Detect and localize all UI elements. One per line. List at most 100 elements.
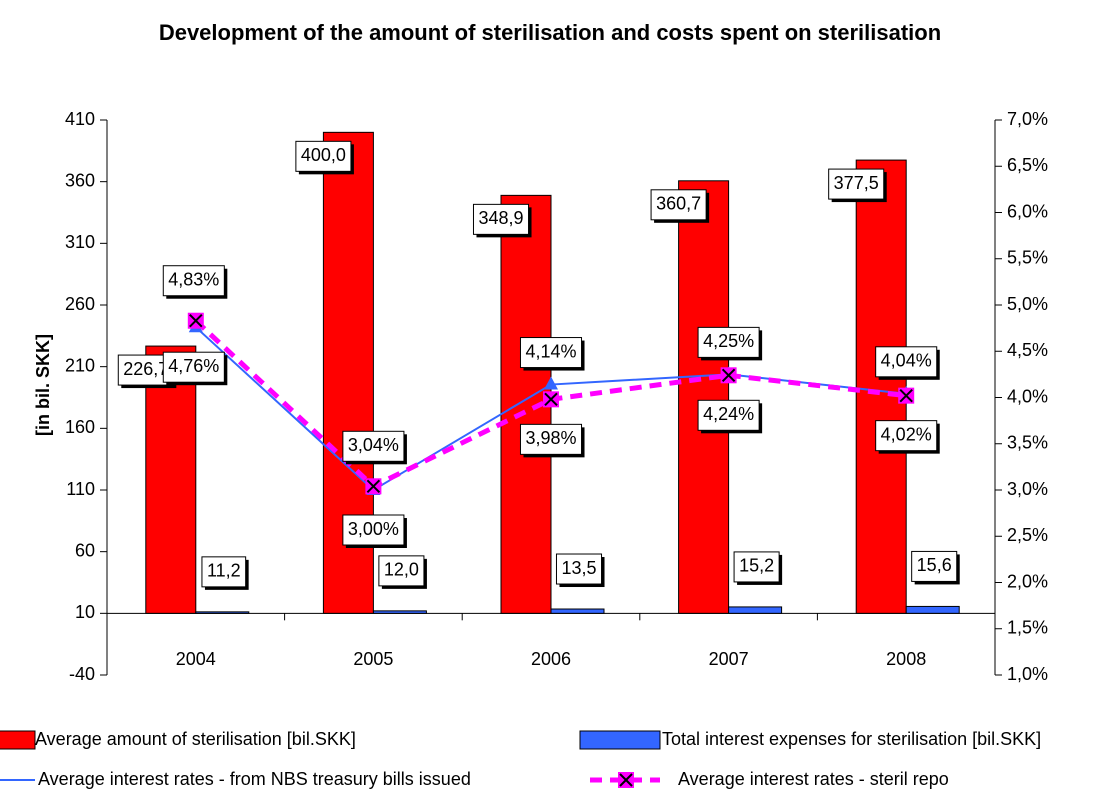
data-label: 15,6 (917, 555, 952, 575)
data-label-box: 4,24% (697, 399, 763, 434)
data-label: 4,24% (703, 404, 754, 424)
label-box (555, 553, 603, 585)
data-label-box: 4,04% (875, 346, 940, 380)
y-tick-label: 360 (65, 170, 95, 190)
bar (728, 606, 783, 614)
y2-tick-label: 4,5% (1007, 340, 1048, 360)
legend-label: Average amount of sterilisation [bil.SKK… (35, 729, 356, 749)
data-label: 15,2 (739, 556, 774, 576)
data-label: 4,02% (881, 424, 932, 444)
marker-x (366, 479, 381, 494)
marker-x (189, 314, 203, 328)
bar (195, 611, 250, 614)
data-label: 12,0 (384, 560, 419, 580)
y2-tick-label: 2,5% (1007, 525, 1048, 545)
data-label-box: 4,83% (162, 265, 228, 299)
data-label-box: 11,2 (201, 556, 249, 590)
bar (905, 605, 960, 614)
y2-tick-label: 6,5% (1007, 155, 1048, 175)
data-label-box: 4,14% (519, 337, 585, 371)
data-label: 4,76% (168, 356, 219, 376)
data-label: 3,98% (525, 428, 576, 448)
label-box (378, 555, 425, 587)
label-box (697, 399, 760, 431)
y2-tick-label: 2,0% (1007, 571, 1048, 591)
x-tick-label: 2006 (531, 649, 571, 669)
label-box (650, 189, 707, 221)
legend-marker-x (619, 773, 633, 787)
y-tick-label: 160 (65, 417, 95, 437)
data-label-box: 12,0 (378, 555, 427, 589)
label-box (162, 265, 225, 297)
y-tick-label: 260 (65, 294, 95, 314)
y-tick-label: 410 (65, 109, 95, 129)
y-tick-label: 60 (75, 540, 95, 560)
x-tick-label: 2004 (176, 649, 216, 669)
data-label-box: 4,76% (162, 351, 228, 386)
label-box (201, 556, 247, 588)
legend-label: Average interest rates - from NBS treasu… (38, 769, 471, 789)
data-label-box: 348,9 (472, 203, 532, 238)
chart-title: Development of the amount of sterilisati… (158, 20, 942, 45)
label-box (519, 423, 583, 455)
data-label: 360,7 (656, 194, 701, 214)
label-box (911, 550, 958, 582)
data-label: 11,2 (207, 561, 241, 581)
y2-tick-label: 4,0% (1007, 386, 1048, 406)
data-label-box: 377,5 (828, 168, 887, 203)
legend-label: Total interest expenses for sterilisatio… (662, 729, 1041, 749)
y-axis-label: [in bil. SKK] (33, 334, 53, 436)
marker-x (899, 388, 913, 403)
label-box (875, 420, 938, 452)
label-box (342, 514, 405, 546)
data-label: 226,7 (123, 359, 168, 379)
y-tick-label: 110 (66, 479, 95, 499)
data-label-box: 15,6 (911, 550, 960, 585)
y2-tick-label: 7,0% (1007, 109, 1048, 129)
label-box (472, 203, 530, 235)
y2-tick-label: 1,5% (1007, 618, 1048, 638)
label-box (342, 430, 405, 462)
y2-tick-label: 3,5% (1007, 433, 1048, 453)
data-label: 377,5 (834, 173, 879, 193)
label-box (697, 326, 760, 358)
data-label-box: 3,00% (342, 514, 407, 548)
data-label: 400,0 (301, 145, 346, 165)
x-tick-label: 2007 (709, 649, 749, 669)
label-box (162, 351, 225, 383)
data-label: 348,9 (478, 208, 523, 228)
label-box (733, 551, 780, 583)
marker-x (544, 392, 558, 407)
data-label: 13,5 (561, 558, 596, 578)
y2-tick-label: 3,0% (1007, 479, 1048, 499)
legend-label: Average interest rates - steril repo (678, 769, 949, 789)
data-label: 3,00% (348, 519, 399, 539)
data-label-box: 4,25% (697, 326, 763, 361)
data-label: 4,04% (881, 351, 932, 371)
y-tick-label: 10 (75, 602, 95, 622)
data-label: 4,83% (168, 269, 219, 289)
bar (550, 608, 605, 614)
bar (145, 345, 197, 614)
data-label-box: 15,2 (733, 551, 783, 585)
y2-tick-label: 5,0% (1007, 294, 1048, 314)
x-tick-label: 2008 (886, 649, 926, 669)
bar (855, 159, 907, 614)
label-box (875, 346, 938, 378)
bar (372, 610, 427, 614)
label-box (828, 168, 885, 200)
data-label: 4,14% (525, 341, 576, 361)
label-box (295, 140, 352, 172)
data-label-box: 360,7 (650, 189, 710, 223)
label-box (519, 337, 583, 369)
data-label-box: 4,02% (875, 420, 940, 454)
marker-x (721, 368, 736, 383)
y-tick-label: 210 (65, 355, 95, 375)
x-tick-label: 2005 (353, 649, 393, 669)
data-label-box: 3,98% (519, 423, 585, 458)
y-tick-label: -40 (69, 664, 95, 684)
y2-tick-label: 1,0% (1007, 664, 1048, 684)
y-tick-label: 310 (65, 232, 95, 252)
data-label-box: 3,04% (342, 430, 407, 465)
